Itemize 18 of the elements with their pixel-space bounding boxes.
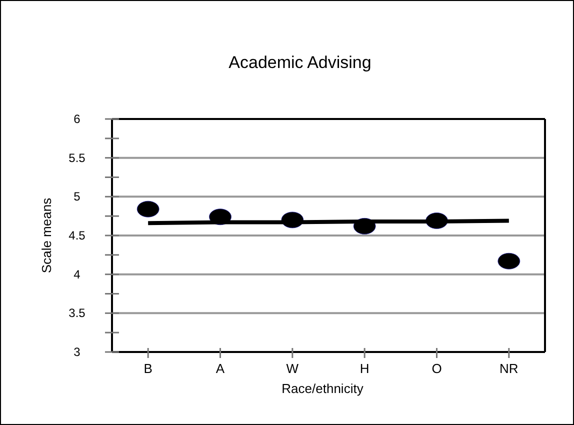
y-tick-label: 4.5 bbox=[68, 228, 86, 242]
y-tick-label: 5.5 bbox=[68, 150, 86, 165]
y-tick-label: 3.5 bbox=[68, 306, 86, 320]
point bbox=[498, 252, 520, 270]
x-tick-label: B bbox=[144, 361, 152, 376]
y-tick-label: 3 bbox=[74, 345, 81, 359]
chart-title: Academic Advising bbox=[228, 53, 372, 72]
y-tick-label: 4 bbox=[74, 267, 81, 282]
y-axis-title: Scale means bbox=[39, 197, 54, 274]
y-tick-label: 5 bbox=[74, 190, 81, 204]
x-tick-label: H bbox=[360, 361, 370, 376]
x-axis-title: Race/ethnicity bbox=[282, 381, 364, 396]
x-tick-label: O bbox=[432, 361, 442, 376]
y-tick-label: 6 bbox=[74, 112, 81, 126]
point bbox=[136, 200, 160, 218]
x-tick-label: W bbox=[286, 361, 300, 376]
x-tick-label: A bbox=[216, 361, 225, 376]
x-tick-label: NR bbox=[500, 361, 518, 376]
